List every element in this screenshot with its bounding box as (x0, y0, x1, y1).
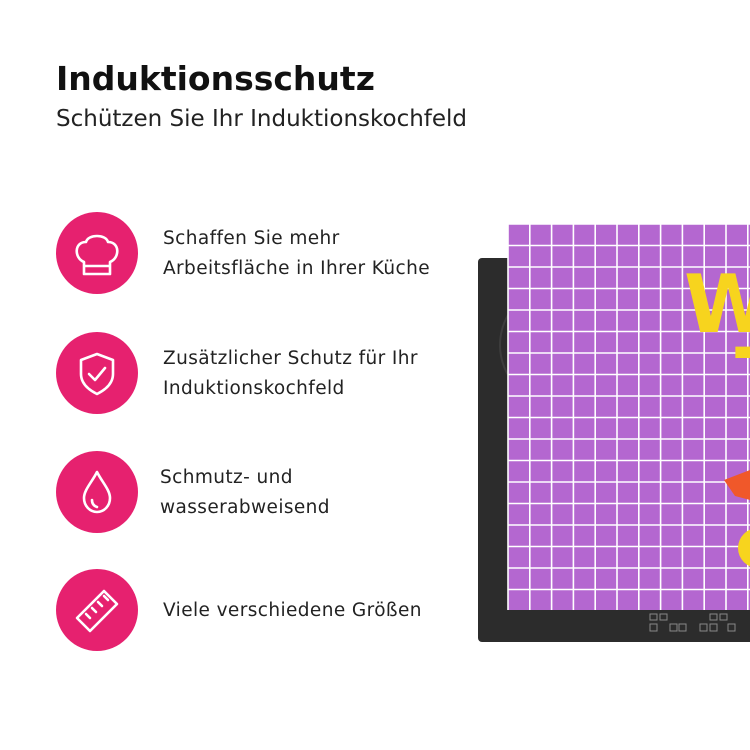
feature-text: Viele verschiedene Größen (163, 600, 422, 621)
feature-text: wasserabweisend (160, 497, 330, 518)
feature-text: Arbeitsfläche in Ihrer Küche (163, 258, 430, 279)
subtitle: Schützen Sie Ihr Induktionskochfeld (56, 106, 467, 132)
feature-icon (56, 451, 138, 533)
feature-text: Induktionskochfeld (163, 378, 345, 399)
feature-text: Zusätzlicher Schutz für Ihr (163, 348, 418, 369)
mat-grid (507, 223, 750, 610)
feature-text: Schaffen Sie mehr (163, 228, 340, 249)
controls (649, 613, 736, 632)
mat-circle (738, 529, 750, 567)
feature-icon (56, 569, 138, 651)
feature-icon (56, 212, 138, 294)
title: Induktionsschutz (56, 59, 375, 98)
feature-icon (56, 332, 138, 414)
feature-list: Schaffen Sie mehr Arbeitsfläche in Ihrer … (160, 228, 430, 621)
feature-text: Schmutz- und (160, 467, 293, 488)
mat-letter: T (735, 331, 750, 424)
mat-shape (724, 470, 750, 500)
product-image: W T (478, 223, 750, 642)
mat-letter: W (684, 258, 750, 351)
